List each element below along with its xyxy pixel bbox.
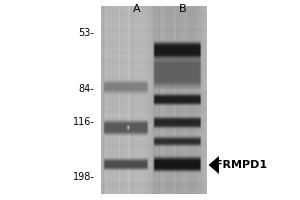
Text: 198-: 198-	[73, 172, 94, 182]
Text: 53-: 53-	[79, 28, 94, 38]
Polygon shape	[208, 156, 219, 174]
Text: 84-: 84-	[79, 84, 94, 94]
Text: 116-: 116-	[73, 117, 94, 127]
Text: FRMPD1: FRMPD1	[214, 160, 267, 170]
Text: B: B	[179, 4, 187, 14]
Text: A: A	[133, 4, 140, 14]
